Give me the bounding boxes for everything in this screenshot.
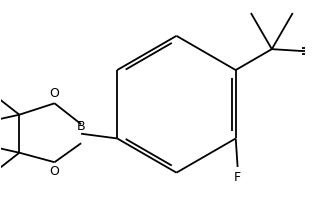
Text: F: F	[234, 171, 241, 184]
Text: O: O	[49, 87, 59, 100]
Text: B: B	[77, 120, 85, 133]
Text: O: O	[49, 165, 59, 178]
